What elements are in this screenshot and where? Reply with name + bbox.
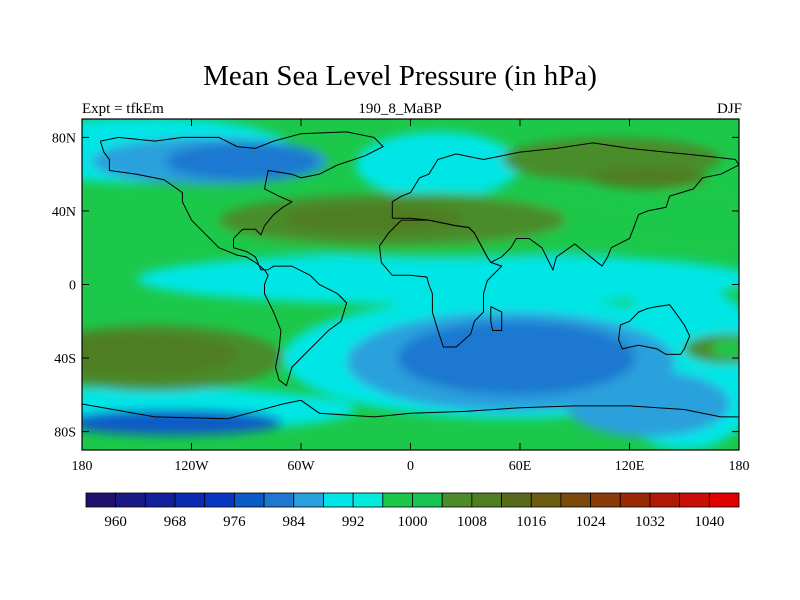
y-tick-label: 0: [69, 279, 76, 294]
colorbar-label: 992: [342, 514, 365, 530]
coastline-2: [379, 219, 503, 348]
pressure-region-11: [82, 409, 283, 436]
x-tick-label: 180: [72, 459, 93, 474]
colorbar-swatch: [530, 492, 562, 508]
colorbar-label: 1032: [635, 514, 665, 530]
colorbar-swatch: [679, 492, 710, 508]
colorbar-swatch: [619, 492, 651, 508]
colorbar-label: 984: [283, 514, 306, 530]
x-tick-label: 60E: [509, 459, 532, 474]
case-label: 190_8_MaBP: [358, 101, 442, 117]
colorbar-swatch: [263, 492, 295, 508]
colorbar-swatch: [560, 492, 591, 508]
x-tick-label: 60W: [287, 459, 315, 474]
pressure-region-9: [165, 142, 320, 180]
pressure-region-8: [565, 370, 730, 438]
x-axis: 180 120W 60W 0 60E 120E 180: [72, 119, 750, 474]
pressure-region-1: [355, 131, 520, 199]
experiment-label: Expt = tfkEm: [82, 101, 164, 117]
plot-area: [81, 118, 740, 451]
colorbar-swatch: [441, 492, 473, 508]
colorbar-label: 1024: [576, 514, 607, 530]
y-tick-label: 40S: [54, 352, 76, 367]
coastline-4: [490, 306, 503, 331]
pressure-region-14: [282, 203, 466, 234]
x-tick-label: 120W: [174, 459, 209, 474]
colorbar-swatch: [293, 492, 324, 508]
colorbar-label: 1000: [398, 514, 428, 530]
colorbar-label: 960: [104, 514, 127, 530]
chart-title: Mean Sea Level Pressure (in hPa): [203, 60, 597, 92]
colorbar-swatch: [590, 492, 621, 508]
pressure-region-16: [589, 166, 707, 189]
colorbar-label: 1008: [457, 514, 487, 530]
colorbar-swatch: [144, 492, 176, 508]
pressure-region-10: [397, 321, 635, 395]
colorbar-label: 1016: [516, 514, 547, 530]
x-tick-label: 0: [407, 459, 414, 474]
colorbar-swatch: [323, 492, 354, 508]
coastlines: [82, 131, 739, 420]
colorbar-swatch: [85, 492, 117, 508]
colorbar-swatch: [649, 492, 681, 508]
colorbar-swatch: [174, 492, 206, 508]
colorbar-label: 968: [164, 514, 187, 530]
colorbar-swatch: [204, 492, 235, 508]
y-axis: 80N 40N 0 40S 80S: [52, 131, 739, 441]
colorbar-swatch: [115, 492, 146, 508]
colorbar-label: 1040: [694, 514, 724, 530]
pressure-region-21: [711, 339, 739, 359]
colorbar-swatch: [352, 492, 384, 508]
y-tick-label: 40N: [52, 205, 76, 220]
x-tick-label: 120E: [615, 459, 645, 474]
colorbar-swatch: [708, 492, 740, 508]
colorbar-swatch: [501, 492, 532, 508]
coastline-1: [391, 142, 739, 272]
x-tick-label: 180: [729, 459, 750, 474]
y-tick-label: 80S: [54, 426, 76, 441]
coastline-0: [99, 131, 384, 387]
pressure-field: [82, 119, 739, 450]
y-tick-label: 80N: [52, 131, 76, 146]
colorbar-swatch: [471, 492, 502, 508]
colorbar-label: 976: [223, 514, 246, 530]
colorbar-swatch: [234, 492, 265, 508]
pressure-region-17: [638, 187, 739, 254]
colorbar: 960 968 976 984 992 1000 1008 1016 1024 1032 1040: [85, 492, 740, 530]
colorbar-swatch: [382, 492, 413, 508]
season-label: DJF: [716, 101, 742, 117]
pressure-region-19: [82, 332, 238, 377]
coastline-5: [82, 399, 739, 420]
colorbar-swatch: [412, 492, 443, 508]
coastline-3: [617, 304, 691, 355]
